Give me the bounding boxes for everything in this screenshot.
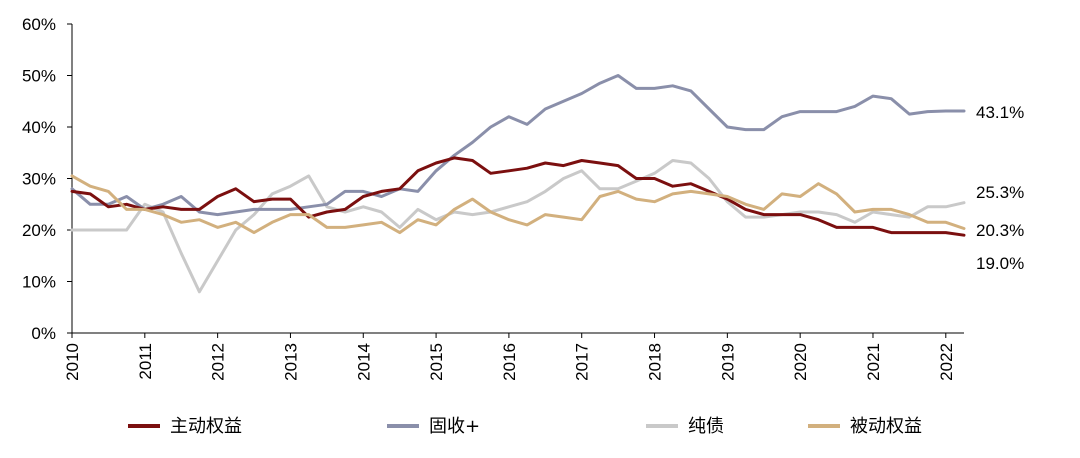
x-tick-label: 2020 (791, 343, 810, 381)
end-label: 25.3% (976, 183, 1024, 202)
end-value-labels: 43.1% 25.3% 20.3% 19.0% (976, 103, 1024, 273)
series-lines (70, 74, 966, 294)
series-line-4 (70, 174, 966, 235)
x-tick-label: 2017 (573, 343, 592, 381)
legend-item: 纯债 (646, 416, 724, 437)
series-line-3 (70, 159, 966, 294)
x-tick-label: 2016 (500, 343, 519, 381)
legend-item: 主动权益 (128, 416, 242, 437)
y-tick-label: 10% (22, 273, 56, 292)
legend-label: 被动权益 (850, 416, 922, 437)
legend: 主动权益 固收+ 纯债 被动权益 (128, 416, 922, 437)
y-tick-label: 40% (22, 118, 56, 137)
x-axis: 2010 2011 2012 2013 2014 2015 2016 2017 2018 2019… (63, 332, 964, 381)
series-line-1 (70, 156, 966, 237)
end-label: 19.0% (976, 254, 1024, 273)
legend-label: 固收+ (429, 416, 480, 437)
x-tick-label: 2022 (937, 343, 956, 381)
end-label: 20.3% (976, 221, 1024, 240)
x-tick-label: 2012 (209, 343, 228, 381)
legend-label: 主动权益 (170, 416, 242, 437)
legend-item: 被动权益 (808, 416, 922, 437)
legend-item: 固收+ (387, 416, 480, 437)
y-tick-label: 30% (22, 170, 56, 189)
legend-label: 纯债 (688, 416, 724, 437)
x-tick-label: 2010 (63, 343, 82, 381)
x-tick-label: 2018 (646, 343, 665, 381)
series-line-2 (70, 74, 966, 217)
x-tick-label: 2019 (718, 343, 737, 381)
end-label: 43.1% (976, 103, 1024, 122)
y-tick-label: 0% (31, 324, 56, 343)
y-tick-label: 60% (22, 15, 56, 34)
y-axis: 0% 10% 20% 30% 40% 50% 60% (22, 15, 73, 343)
x-tick-label: 2014 (354, 343, 373, 381)
x-tick-label: 2015 (427, 343, 446, 381)
y-tick-label: 50% (22, 67, 56, 86)
y-tick-label: 20% (22, 221, 56, 240)
x-tick-label: 2013 (281, 343, 300, 381)
x-tick-label: 2011 (136, 343, 155, 380)
x-tick-label: 2021 (864, 343, 883, 381)
